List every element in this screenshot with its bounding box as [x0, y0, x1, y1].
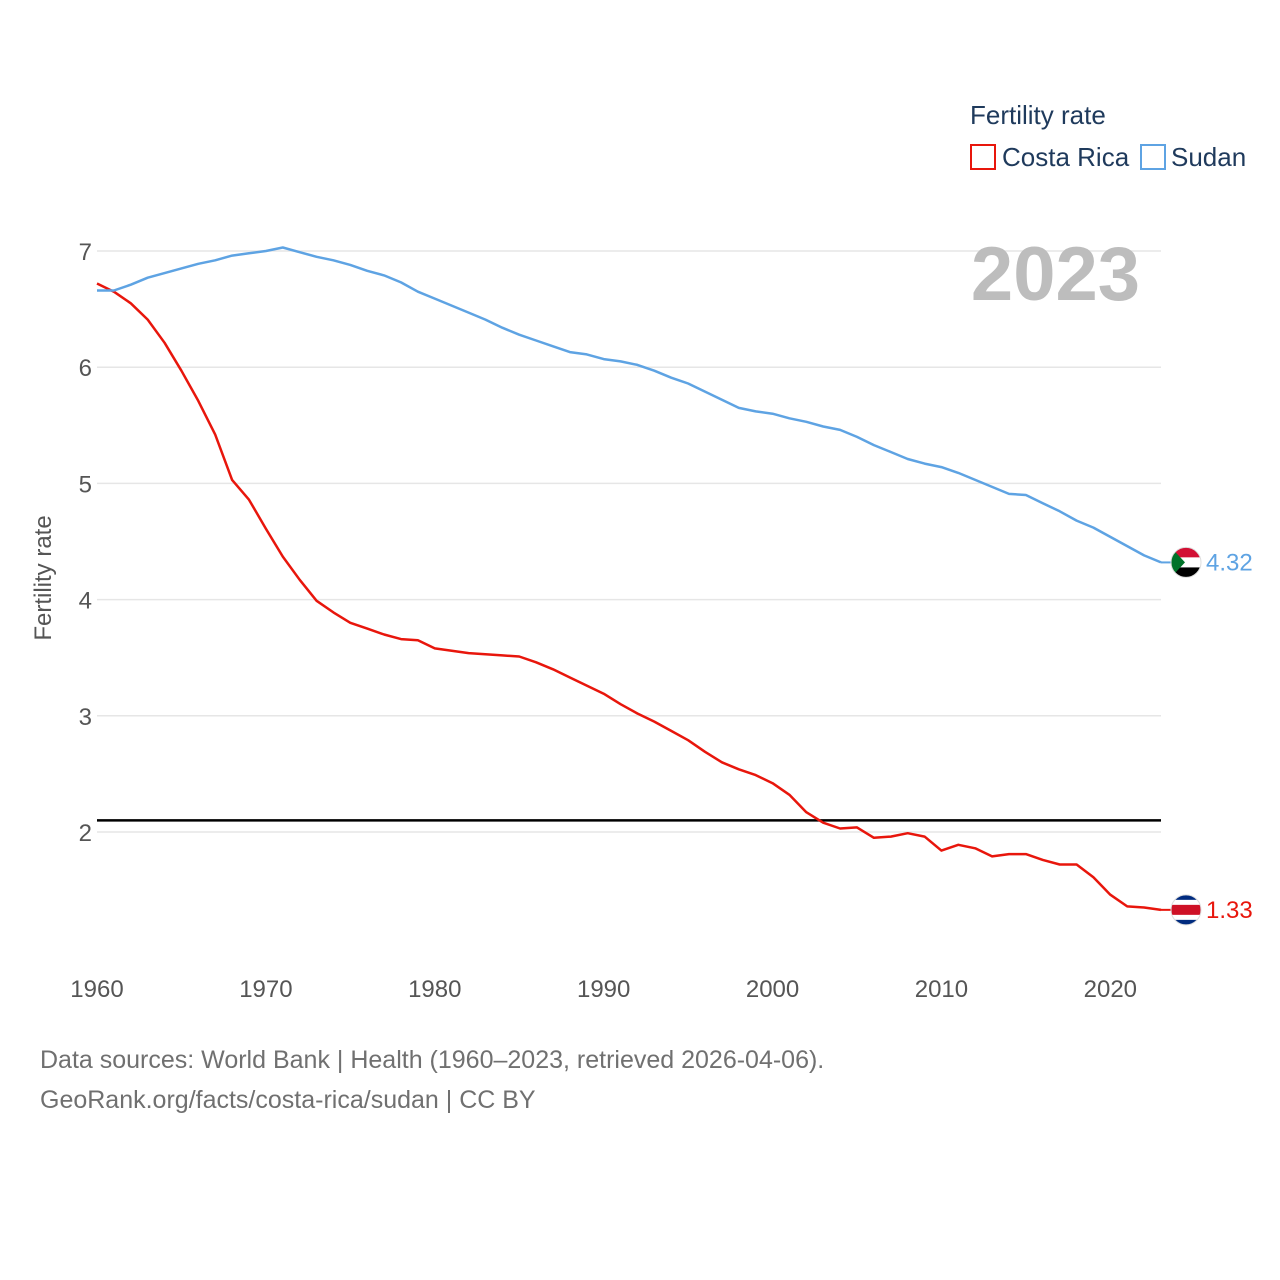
legend: Fertility rate Costa Rica Sudan: [970, 100, 1246, 172]
x-tick-label-1970: 1970: [239, 976, 292, 1003]
series-line-costa-rica[interactable]: [96, 282, 1162, 912]
y-axis-title: Fertility rate: [30, 515, 57, 640]
x-tick-label-2000: 2000: [746, 976, 799, 1003]
legend-swatch-costa-rica[interactable]: [970, 144, 996, 170]
x-tick-label-2010: 2010: [915, 976, 968, 1003]
end-value-label-costa-rica: 1.33: [1206, 897, 1253, 924]
series-line-sudan[interactable]: [97, 246, 1162, 564]
x-tick-label-1990: 1990: [577, 976, 630, 1003]
y-tick-label-4: 4: [79, 588, 92, 615]
y-tick-label-5: 5: [79, 471, 92, 498]
end-markers: 1.33 4.32: [1161, 546, 1253, 926]
x-tick-label-2020: 2020: [1084, 976, 1137, 1003]
series-lines: [96, 246, 1162, 912]
legend-label-sudan[interactable]: Sudan: [1171, 142, 1246, 172]
x-tick-label-1960: 1960: [70, 976, 123, 1003]
y-tick-label-3: 3: [79, 704, 92, 731]
data-source-note: Data sources: World Bank | Health (1960–…: [40, 1046, 825, 1074]
flag-icon-costa-rica: [1170, 894, 1202, 926]
legend-title: Fertility rate: [970, 100, 1106, 130]
y-tick-label-2: 2: [79, 820, 92, 847]
y-tick-label-7: 7: [79, 239, 92, 266]
attribution-link[interactable]: GeoRank.org/facts/costa-rica/sudan | CC …: [40, 1086, 536, 1114]
end-value-label-sudan: 4.32: [1206, 549, 1253, 576]
legend-label-costa-rica[interactable]: Costa Rica: [1002, 142, 1130, 172]
footer: Data sources: World Bank | Health (1960–…: [40, 1040, 824, 1120]
grid-lines: [97, 250, 1161, 833]
x-tick-label-1980: 1980: [408, 976, 461, 1003]
flag-icon-sudan: [1170, 546, 1202, 578]
legend-swatch-sudan[interactable]: [1140, 144, 1166, 170]
y-axis-ticks: 2 3 4 5 6 7: [79, 239, 92, 847]
x-axis-ticks: 1960 1970 1980 1990 2000 2010 2020: [70, 976, 1137, 1003]
y-tick-label-6: 6: [79, 355, 92, 382]
year-watermark: 2023: [971, 232, 1140, 317]
